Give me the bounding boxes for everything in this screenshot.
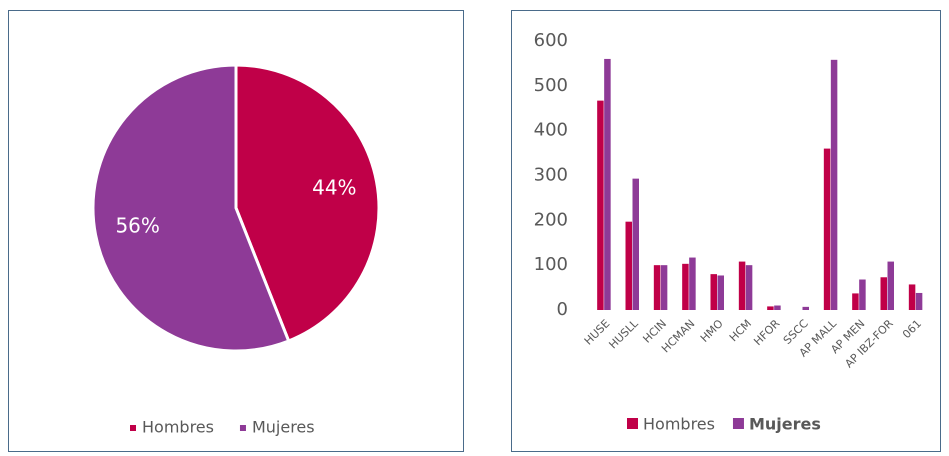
legend-label: Mujeres xyxy=(749,415,821,434)
y-tick-label: 100 xyxy=(534,254,568,275)
bar xyxy=(908,284,916,310)
slice-label: 44% xyxy=(312,176,356,200)
slice-label: 56% xyxy=(115,213,159,237)
legend-swatch xyxy=(130,425,136,431)
bar xyxy=(802,306,809,310)
bar xyxy=(604,58,611,310)
bar xyxy=(774,305,781,310)
y-tick-label: 400 xyxy=(534,120,568,141)
legend-label: Hombres xyxy=(643,415,715,434)
bar xyxy=(689,257,696,310)
bar xyxy=(852,293,859,310)
bar xyxy=(767,306,774,310)
legend-swatch xyxy=(732,418,744,429)
bar xyxy=(745,265,753,310)
bar xyxy=(859,279,866,310)
bar xyxy=(653,265,661,310)
legend-label: Hombres xyxy=(142,418,214,437)
bar xyxy=(830,59,838,310)
bar xyxy=(823,148,831,310)
bar xyxy=(632,178,639,310)
bar xyxy=(682,263,689,310)
legend-label: Mujeres xyxy=(252,418,315,437)
bar xyxy=(915,292,923,310)
bar xyxy=(738,261,746,310)
bar xyxy=(660,265,668,310)
y-tick-label: 0 xyxy=(557,299,568,320)
legend-swatch xyxy=(627,418,638,429)
y-tick-label: 200 xyxy=(534,209,568,230)
bar xyxy=(717,275,724,310)
bar-panel xyxy=(511,10,941,452)
y-tick-label: 300 xyxy=(534,165,568,186)
bar xyxy=(625,221,632,310)
bar xyxy=(710,274,717,310)
y-tick-label: 500 xyxy=(534,75,568,96)
bar xyxy=(597,100,604,311)
pie-slice xyxy=(234,63,381,343)
y-tick-label: 600 xyxy=(534,30,568,51)
pie-slice xyxy=(91,63,291,353)
legend-swatch xyxy=(239,425,246,431)
bar xyxy=(887,261,894,310)
bar xyxy=(880,277,887,310)
